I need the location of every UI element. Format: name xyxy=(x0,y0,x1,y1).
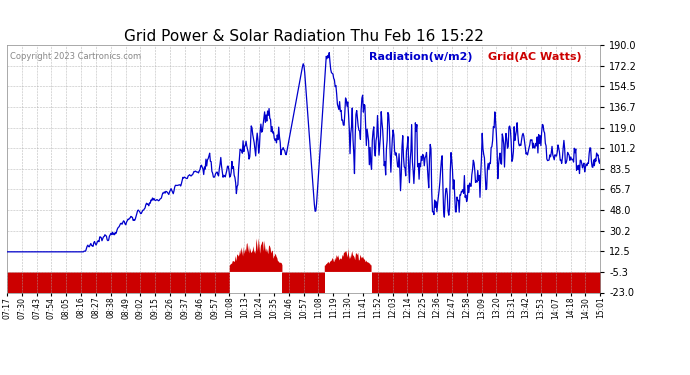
Text: Radiation(w/m2): Radiation(w/m2) xyxy=(369,53,473,62)
Title: Grid Power & Solar Radiation Thu Feb 16 15:22: Grid Power & Solar Radiation Thu Feb 16 … xyxy=(124,29,484,44)
Text: Copyright 2023 Cartronics.com: Copyright 2023 Cartronics.com xyxy=(10,53,141,62)
Text: Grid(AC Watts): Grid(AC Watts) xyxy=(488,53,581,62)
